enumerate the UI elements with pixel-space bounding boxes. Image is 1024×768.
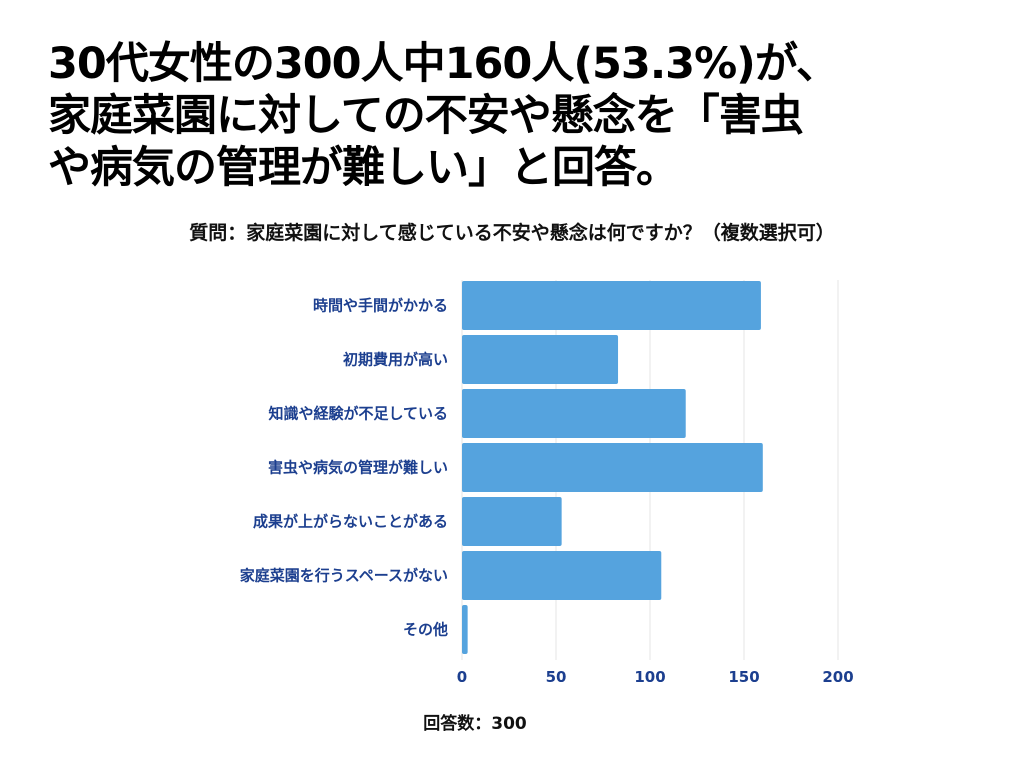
response-count: 回答数：300 bbox=[423, 714, 527, 734]
tick-label-layer: 0 50 100 150 200 bbox=[457, 668, 854, 686]
category-label: 知識や経験が不足している bbox=[268, 405, 448, 423]
bar bbox=[462, 443, 763, 492]
category-label-layer: 時間や手間がかかる初期費用が高い知識や経験が不足している害虫や病気の管理が難しい… bbox=[240, 297, 448, 639]
headline-line: 家庭菜園に対しての不安や懸念を「害虫 bbox=[48, 91, 804, 141]
survey-question: 質問：家庭菜園に対して感じている不安や懸念は何ですか？（複数選択可） bbox=[189, 222, 835, 244]
bar bbox=[462, 551, 662, 600]
category-label: 家庭菜園を行うスペースがない bbox=[240, 567, 448, 585]
x-tick-label: 100 bbox=[634, 668, 665, 686]
bar bbox=[462, 281, 761, 330]
x-tick-label: 200 bbox=[822, 668, 853, 686]
x-tick-label: 0 bbox=[457, 668, 467, 686]
bar bbox=[462, 389, 686, 438]
bar-layer bbox=[462, 281, 763, 654]
headline-line: 30代女性の300人中160人(53.3%)が、 bbox=[48, 39, 839, 89]
bar bbox=[462, 335, 619, 384]
category-label: 害虫や病気の管理が難しい bbox=[268, 459, 448, 477]
category-label: 時間や手間がかかる bbox=[313, 297, 448, 315]
category-label: 初期費用が高い bbox=[343, 351, 448, 369]
category-label: 成果が上がらないことがある bbox=[253, 513, 448, 531]
bar bbox=[462, 605, 468, 654]
headline: 30代女性の300人中160人(53.3%)が、 家庭菜園に対しての不安や懸念を… bbox=[48, 38, 1008, 194]
bar bbox=[462, 497, 562, 546]
category-label: その他 bbox=[403, 621, 448, 639]
x-tick-label: 50 bbox=[546, 668, 567, 686]
x-tick-label: 150 bbox=[728, 668, 759, 686]
headline-line: や病気の管理が難しい」と回答。 bbox=[48, 143, 679, 193]
